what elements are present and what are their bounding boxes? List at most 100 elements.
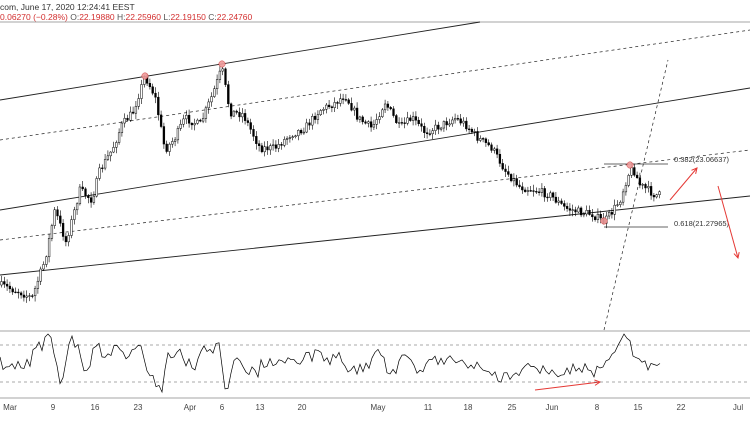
- forecast-arrow-up-head: [691, 167, 698, 174]
- candle-body-150: [420, 123, 423, 127]
- x-tick-label-0: Mar: [3, 403, 17, 412]
- candle-body-84: [235, 110, 238, 113]
- chart-annotations: 0.382(23.06637) 0.618(21.27965): [141, 60, 740, 391]
- chart-header: com, June 17, 2020 12:24:41 EEST 0.06270…: [0, 0, 750, 22]
- candle-body-175: [490, 144, 493, 151]
- candle-body-12: [33, 288, 37, 297]
- x-tick-label-12: Jun: [546, 403, 559, 412]
- ohlc-readout: 0.06270 (−0.28%) O:22.19880 H:22.25960 L…: [0, 12, 252, 22]
- candle-body-181: [507, 171, 510, 175]
- candle-body-176: [493, 148, 496, 151]
- x-tick-label-3: 23: [134, 403, 143, 412]
- candle-body-88: [246, 120, 250, 123]
- fib-label-0382: 0.382(23.06637): [674, 155, 730, 164]
- candle-body-146: [409, 117, 412, 121]
- channel-bottom-line: [0, 195, 750, 276]
- candle-body-117: [327, 104, 331, 108]
- candle-body-6: [17, 291, 20, 294]
- close-label: C:: [208, 12, 217, 22]
- channel-dash-2: [0, 149, 750, 241]
- candle-body-20: [56, 209, 59, 217]
- candle-body-210: [588, 209, 591, 215]
- candle-body-115: [322, 109, 325, 111]
- candle-body-83: [232, 110, 236, 117]
- candle-body-77: [215, 79, 219, 89]
- candle-body-180: [504, 168, 507, 172]
- candle-body-114: [319, 110, 322, 115]
- low-value: 22.19150: [170, 12, 206, 22]
- symbol-timestamp: com, June 17, 2020 12:24:41 EEST: [0, 2, 135, 12]
- x-tick-label-8: May: [370, 403, 385, 412]
- candle-body-96: [269, 145, 272, 151]
- low-label: L:: [163, 12, 171, 22]
- candle-body-98: [274, 144, 278, 149]
- forecast-arrow-down-shaft: [717, 185, 739, 259]
- rsi-divergence-arrow-shaft: [534, 381, 601, 391]
- x-tick-label-16: Jul: [733, 403, 743, 412]
- candle-body-214: [599, 213, 602, 219]
- candle-body-97: [271, 144, 275, 146]
- x-axis: Mar 9 16 23 Apr 6 13 20 May 11 18 25 Jun 8 15 22 Jul: [3, 403, 743, 412]
- candle-body-86: [241, 113, 244, 118]
- candle-body-170: [476, 131, 479, 141]
- candle-body-27: [75, 203, 79, 211]
- candle-body-219: [613, 204, 616, 215]
- candle-body-133: [372, 124, 376, 128]
- candle-body-46: [129, 111, 132, 121]
- candle-body-232: [649, 186, 653, 196]
- candle-body-57: [159, 114, 163, 127]
- candle-body-233: [652, 195, 656, 198]
- candle-body-187: [523, 189, 527, 192]
- candle-body-227: [635, 174, 639, 179]
- candle-body-29: [81, 186, 84, 190]
- candle-body-44: [123, 117, 126, 124]
- rsi-panel: [0, 333, 750, 394]
- change-value: 0.06270: [0, 12, 31, 22]
- candle-body-156: [437, 124, 440, 130]
- x-tick-label-1: 9: [51, 403, 56, 412]
- candle-body-228: [638, 177, 642, 186]
- candle-body-17: [47, 238, 51, 258]
- candle-body-60: [168, 143, 171, 152]
- high-label: H:: [117, 12, 126, 22]
- candle-body-155: [434, 124, 437, 131]
- candle-body-71: [199, 119, 202, 122]
- candle-body-67: [187, 114, 191, 124]
- candle-body-34: [95, 178, 98, 197]
- candle-body-111: [311, 116, 314, 126]
- candle-body-95: [266, 146, 269, 151]
- candle-body-136: [381, 109, 384, 117]
- candle-body-23: [64, 236, 68, 243]
- candle-body-3: [8, 285, 12, 290]
- candle-body-58: [162, 126, 166, 145]
- candle-body-163: [456, 118, 460, 120]
- candle-body-157: [439, 127, 443, 130]
- candle-body-47: [131, 111, 135, 114]
- candle-body-81: [227, 84, 230, 105]
- candle-body-66: [185, 114, 188, 120]
- candle-body-99: [277, 144, 280, 149]
- candle-body-134: [375, 119, 378, 125]
- candle-body-173: [484, 138, 488, 143]
- candle-body-149: [417, 119, 420, 125]
- candle-body-93: [260, 145, 264, 153]
- x-tick-label-11: 25: [508, 403, 517, 412]
- candle-body-43: [120, 122, 124, 134]
- candle-body-171: [479, 138, 482, 141]
- candle-body-195: [546, 196, 549, 199]
- candle-body-42: [117, 132, 121, 143]
- candle-body-28: [78, 186, 82, 205]
- candle-body-183: [512, 178, 516, 182]
- candle-body-2: [5, 283, 9, 287]
- candle-body-184: [515, 178, 518, 186]
- x-tick-label-14: 15: [634, 403, 643, 412]
- candle-body-5: [14, 291, 17, 294]
- candle-body-59: [165, 143, 168, 152]
- candle-body-199: [557, 200, 560, 203]
- candle-body-139: [389, 107, 392, 110]
- candle-body-41: [115, 142, 118, 148]
- candle-body-33: [92, 195, 96, 203]
- candle-body-113: [316, 114, 320, 120]
- candle-body-103: [288, 137, 292, 139]
